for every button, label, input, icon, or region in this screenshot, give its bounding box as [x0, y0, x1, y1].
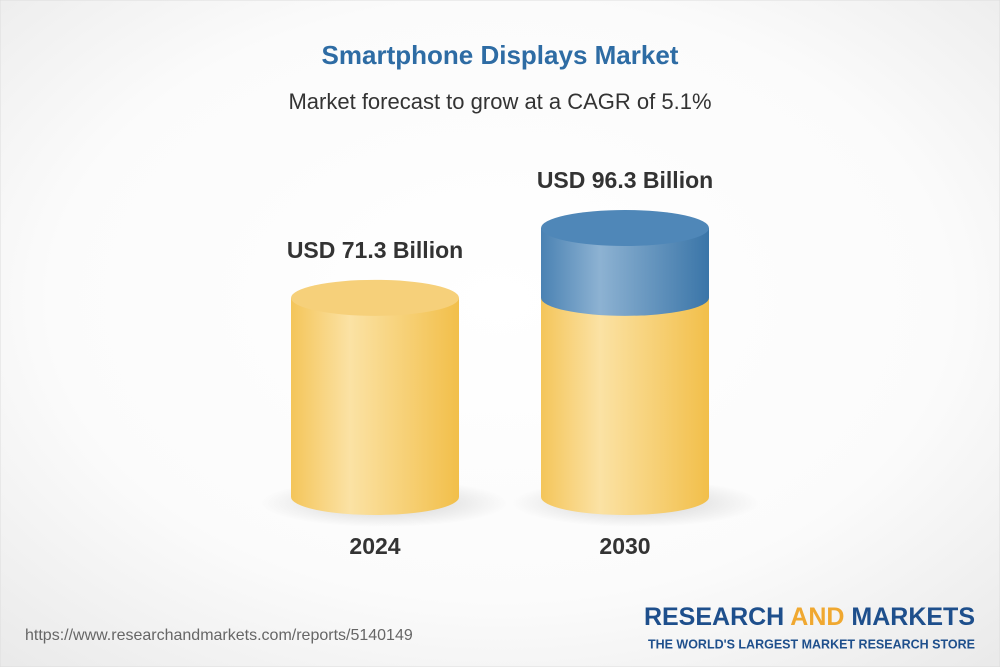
cylinder-top	[291, 279, 459, 316]
value-label: USD 71.3 Billion	[287, 237, 463, 263]
cylinder-top	[541, 210, 709, 246]
chart-subtitle: Market forecast to grow at a CAGR of 5.1…	[288, 89, 711, 114]
plot-area: USD 71.3 Billion 2024 USD 96.3 Billion 2030	[261, 167, 759, 559]
brand-word: AND	[790, 603, 844, 631]
chart-title: Smartphone Displays Market	[322, 40, 679, 70]
source-url: https://www.researchandmarkets.com/repor…	[25, 627, 413, 644]
x-tick-label: 2024	[349, 533, 400, 559]
value-label: USD 96.3 Billion	[537, 167, 713, 193]
x-tick-label: 2030	[599, 533, 650, 559]
growth-segment	[541, 228, 709, 316]
brand-name: RESEARCH AND MARKETS	[644, 603, 975, 631]
brand-tagline: THE WORLD'S LARGEST MARKET RESEARCH STOR…	[648, 637, 975, 651]
brand-word: RESEARCH	[644, 603, 784, 631]
bar	[291, 297, 459, 515]
brand-word: MARKETS	[851, 603, 975, 631]
